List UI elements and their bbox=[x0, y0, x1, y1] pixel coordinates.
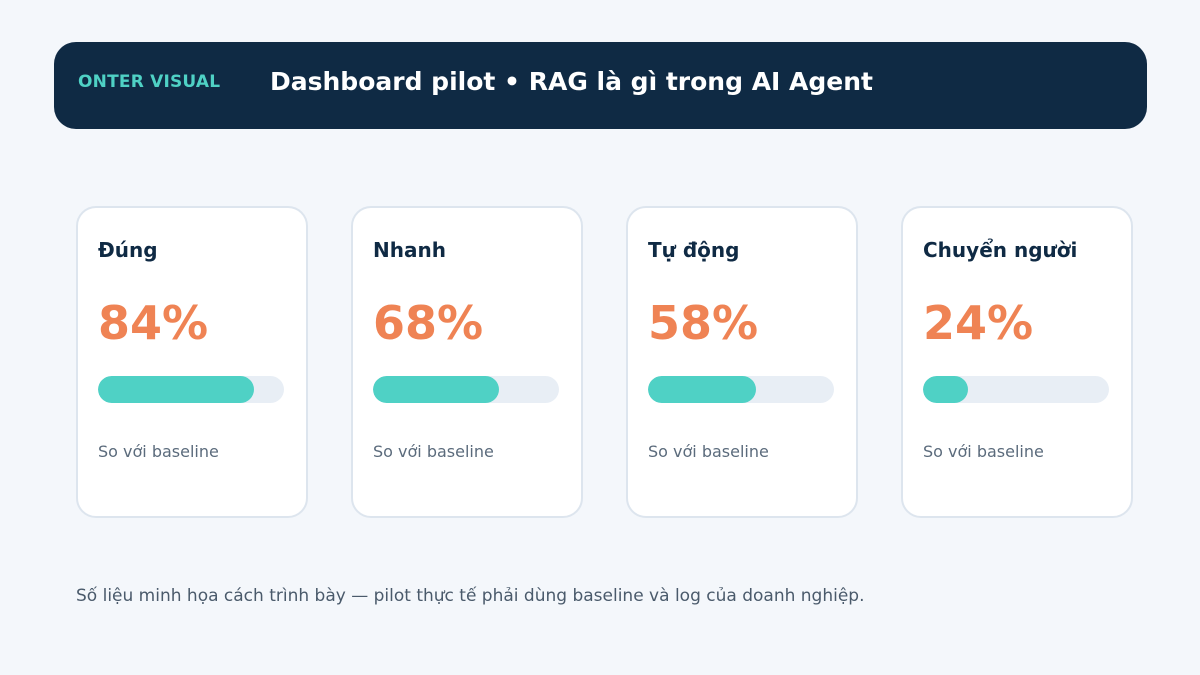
header-banner: ONTER VISUAL Dashboard pilot • RAG là gì… bbox=[54, 42, 1147, 129]
metric-note: So với baseline bbox=[648, 442, 769, 461]
page-title: Dashboard pilot • RAG là gì trong AI Age… bbox=[270, 67, 874, 96]
metric-note: So với baseline bbox=[98, 442, 219, 461]
brand-label: ONTER VISUAL bbox=[78, 72, 221, 92]
progress-fill bbox=[98, 376, 255, 403]
metric-label: Tự động bbox=[648, 238, 740, 262]
progress-fill bbox=[923, 376, 968, 403]
progress-track bbox=[98, 376, 284, 403]
progress-track bbox=[923, 376, 1109, 403]
progress-track bbox=[373, 376, 559, 403]
metric-value: 24% bbox=[923, 296, 1034, 350]
metric-card-tu-dong: Tự động 58% So với baseline bbox=[626, 206, 858, 518]
metric-value: 58% bbox=[648, 296, 759, 350]
footnote: Số liệu minh họa cách trình bày — pilot … bbox=[76, 586, 865, 606]
metric-card-dung: Đúng 84% So với baseline bbox=[76, 206, 308, 518]
metric-label: Nhanh bbox=[373, 238, 446, 262]
metric-card-chuyen-nguoi: Chuyển người 24% So với baseline bbox=[901, 206, 1133, 518]
metric-note: So với baseline bbox=[373, 442, 494, 461]
progress-fill bbox=[648, 376, 756, 403]
metric-value: 68% bbox=[373, 296, 484, 350]
metric-card-nhanh: Nhanh 68% So với baseline bbox=[351, 206, 583, 518]
metric-label: Đúng bbox=[98, 238, 158, 262]
metric-value: 84% bbox=[98, 296, 209, 350]
metric-note: So với baseline bbox=[923, 442, 1044, 461]
progress-fill bbox=[373, 376, 500, 403]
metric-label: Chuyển người bbox=[923, 238, 1078, 262]
progress-track bbox=[648, 376, 834, 403]
